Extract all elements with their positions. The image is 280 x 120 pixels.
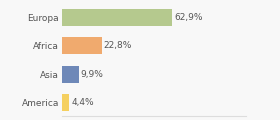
Text: 22,8%: 22,8% xyxy=(104,41,132,50)
Text: 9,9%: 9,9% xyxy=(81,70,104,79)
Bar xyxy=(62,9,172,26)
Bar xyxy=(62,66,79,83)
Bar xyxy=(62,37,102,54)
Bar xyxy=(62,94,69,111)
Text: 62,9%: 62,9% xyxy=(174,13,202,22)
Text: 4,4%: 4,4% xyxy=(71,98,94,107)
